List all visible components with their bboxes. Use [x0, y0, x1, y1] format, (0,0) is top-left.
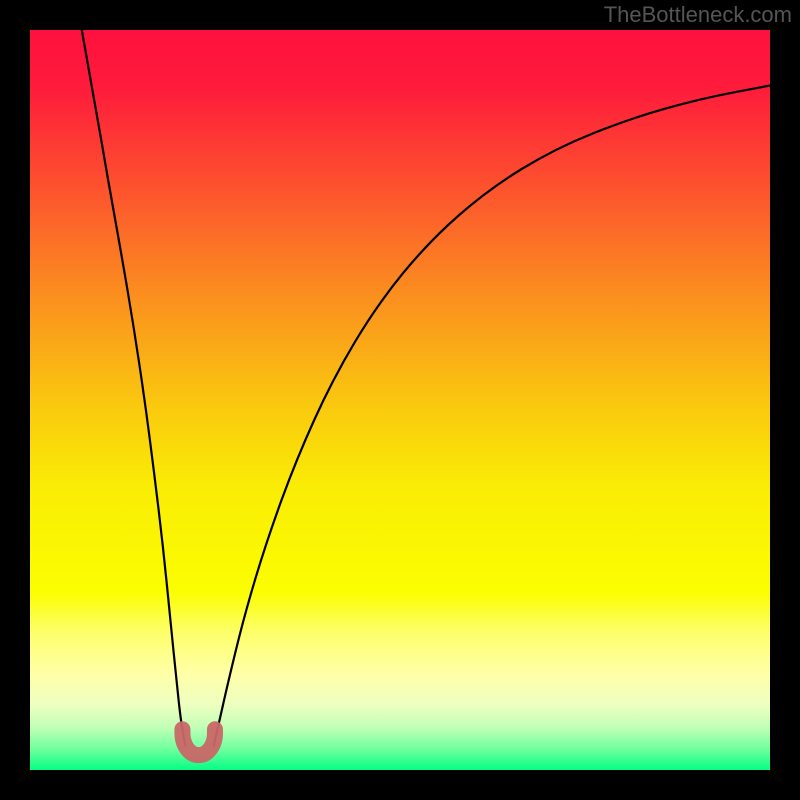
chart-frame: TheBottleneck.com: [0, 0, 800, 800]
watermark-text: TheBottleneck.com: [604, 2, 792, 28]
bottleneck-chart-svg: [0, 0, 800, 800]
gradient-background: [30, 30, 770, 770]
